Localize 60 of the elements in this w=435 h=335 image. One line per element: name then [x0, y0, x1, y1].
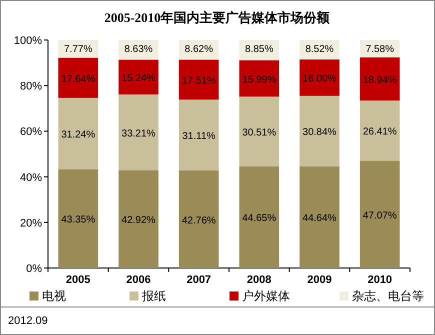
- y-tick-label: 20%: [20, 217, 42, 230]
- bar: [58, 169, 98, 268]
- data-label: 30.51%: [242, 127, 276, 138]
- y-tick-label: 80%: [20, 80, 42, 93]
- data-label: 44.64%: [302, 213, 337, 224]
- legend-label: 杂志、电台等: [352, 289, 424, 303]
- bar: [360, 160, 400, 268]
- data-label: 7.58%: [366, 44, 394, 55]
- data-label: 8.85%: [244, 44, 274, 55]
- data-label: 31.11%: [182, 131, 216, 142]
- data-label: 43.35%: [61, 214, 96, 226]
- bar: [118, 60, 158, 94]
- y-tick-label: 0%: [26, 263, 42, 275]
- legend-label: 报纸: [141, 289, 166, 303]
- data-label: 44.65%: [242, 213, 276, 224]
- data-label: 18.94%: [362, 74, 397, 86]
- y-tick-label: 40%: [20, 172, 42, 184]
- bar: [300, 166, 340, 268]
- x-tick-label: 2006: [126, 274, 151, 286]
- data-label: 42.76%: [182, 215, 216, 226]
- data-label: 7.77%: [64, 44, 92, 55]
- data-label: 47.07%: [362, 210, 397, 222]
- data-label: 30.84%: [302, 127, 337, 138]
- x-tick-label: 2007: [186, 274, 212, 286]
- bar: [58, 98, 98, 170]
- data-label: 8.52%: [305, 44, 334, 55]
- y-tick-label: 60%: [20, 126, 42, 138]
- data-label: 17.64%: [61, 74, 96, 85]
- data-label: 8.62%: [184, 44, 214, 55]
- data-label: 8.63%: [124, 44, 153, 55]
- data-label: 33.21%: [122, 128, 156, 140]
- bar: [118, 170, 158, 268]
- x-tick-label: 2010: [368, 274, 392, 286]
- data-label: 15.99%: [242, 74, 276, 86]
- legend-label: 户外媒体: [242, 289, 290, 303]
- title: 2005-2010年国内主要广告媒体市场份额: [104, 10, 330, 25]
- bar: [239, 96, 280, 166]
- bar: [178, 60, 219, 100]
- data-label: 17.51%: [182, 76, 216, 87]
- bar: [118, 94, 158, 170]
- bar: [300, 59, 340, 96]
- bar: [58, 58, 98, 98]
- data-label: 16.00%: [302, 74, 337, 85]
- bar: [178, 100, 219, 171]
- data-label: 15.24%: [122, 73, 156, 84]
- legend-label: 电视: [42, 289, 66, 303]
- bar: [239, 166, 280, 268]
- data-label: 26.41%: [362, 126, 397, 138]
- x-tick-label: 2005: [66, 274, 90, 286]
- y-tick-label: 100%: [14, 35, 42, 47]
- bar: [239, 60, 280, 97]
- x-tick-label: 2009: [307, 274, 332, 286]
- bar: [178, 170, 219, 268]
- data-label: 31.24%: [61, 130, 96, 141]
- data-label: 42.92%: [122, 215, 156, 226]
- x-tick-label: 2008: [246, 274, 272, 286]
- bar: [360, 57, 400, 100]
- annotation: 2012.09: [8, 315, 48, 327]
- bar: [300, 96, 340, 166]
- bar: [360, 100, 400, 161]
